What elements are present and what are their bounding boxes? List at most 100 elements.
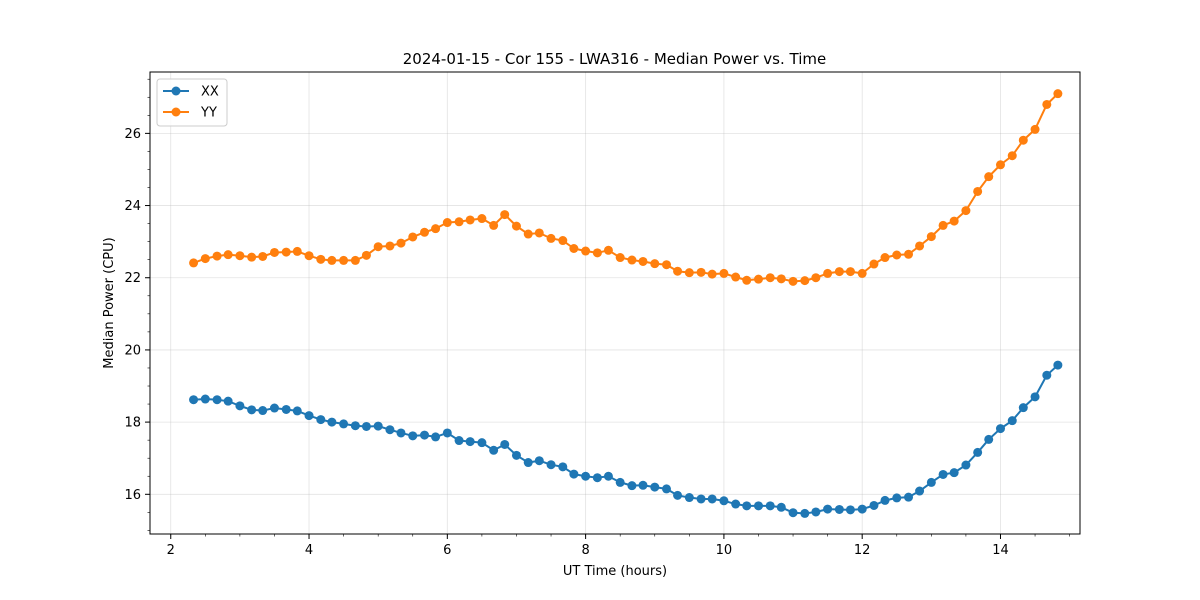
data-point-yy <box>431 224 441 234</box>
x-tick-label: 8 <box>581 543 589 558</box>
y-axis-label: Median Power (CPU) <box>102 237 117 368</box>
data-point-yy <box>465 215 475 225</box>
x-tick-label: 14 <box>992 543 1009 558</box>
data-point-yy <box>973 186 983 196</box>
data-point-yy <box>1018 135 1028 145</box>
data-point-yy <box>904 249 914 259</box>
data-point-yy <box>546 233 556 243</box>
data-point-xx <box>869 500 879 510</box>
data-point-yy <box>373 242 383 252</box>
data-point-yy <box>489 220 499 230</box>
data-point-xx <box>1007 416 1017 426</box>
data-point-yy <box>662 260 672 270</box>
data-point-yy <box>281 247 291 257</box>
data-point-yy <box>396 238 406 248</box>
data-point-yy <box>534 228 544 238</box>
data-point-yy <box>269 247 279 257</box>
data-point-yy <box>603 245 613 255</box>
data-point-yy <box>1053 89 1063 99</box>
data-point-xx <box>581 471 591 481</box>
x-tick-label: 10 <box>716 543 733 558</box>
data-point-yy <box>523 229 533 239</box>
data-point-xx <box>904 492 914 502</box>
data-point-yy <box>339 255 349 265</box>
data-point-xx <box>200 394 210 404</box>
data-point-xx <box>361 421 371 431</box>
data-point-xx <box>707 494 717 504</box>
data-point-yy <box>1007 151 1017 161</box>
data-point-yy <box>811 273 821 283</box>
data-point-xx <box>442 428 452 438</box>
data-point-xx <box>350 421 360 431</box>
legend-label-xx: XX <box>201 85 219 100</box>
data-point-xx <box>719 496 729 506</box>
data-point-xx <box>973 447 983 457</box>
data-point-yy <box>892 250 902 260</box>
data-point-yy <box>1030 124 1040 134</box>
data-point-yy <box>223 250 233 260</box>
data-point-yy <box>212 251 222 261</box>
data-point-yy <box>304 251 314 261</box>
data-point-yy <box>776 274 786 284</box>
data-point-yy <box>650 259 660 269</box>
data-point-xx <box>569 469 579 479</box>
data-point-xx <box>420 430 430 440</box>
data-point-xx <box>523 458 533 468</box>
data-point-xx <box>1053 360 1063 370</box>
data-point-xx <box>949 468 959 478</box>
data-point-xx <box>823 504 833 514</box>
data-point-xx <box>926 477 936 487</box>
data-point-yy <box>258 251 268 261</box>
data-point-xx <box>465 437 475 447</box>
data-point-xx <box>961 460 971 470</box>
data-point-yy <box>673 266 683 276</box>
plot-area-frame <box>149 71 1081 535</box>
data-point-yy <box>938 220 948 230</box>
data-point-yy <box>869 259 879 269</box>
data-point-xx <box>304 411 314 421</box>
data-point-xx <box>776 502 786 512</box>
data-point-xx <box>1042 370 1052 380</box>
series-xx <box>189 360 1063 518</box>
data-point-yy <box>995 160 1005 170</box>
data-point-yy <box>189 258 199 268</box>
data-point-yy <box>753 274 763 284</box>
data-point-yy <box>385 241 395 251</box>
legend-label-yy: YY <box>200 106 217 121</box>
data-point-xx <box>834 504 844 514</box>
data-point-yy <box>408 232 418 242</box>
data-point-xx <box>1018 403 1028 413</box>
data-point-xx <box>662 484 672 494</box>
y-tick-label: 26 <box>124 127 141 142</box>
data-point-yy <box>350 255 360 265</box>
data-point-yy <box>857 268 867 278</box>
data-point-yy <box>592 248 602 258</box>
series-layer <box>189 89 1063 518</box>
data-point-xx <box>281 404 291 414</box>
data-point-xx <box>765 501 775 511</box>
data-point-xx <box>800 508 810 518</box>
series-line-yy <box>193 92 1059 283</box>
data-point-xx <box>546 460 556 470</box>
data-point-yy <box>880 253 890 263</box>
data-point-xx <box>396 428 406 438</box>
y-tick-label: 24 <box>124 199 141 214</box>
data-point-xx <box>892 493 902 503</box>
data-point-xx <box>212 395 222 405</box>
y-tick-label: 16 <box>124 488 141 503</box>
data-point-xx <box>938 469 948 479</box>
data-point-yy <box>788 276 798 286</box>
data-point-yy <box>569 243 579 253</box>
data-point-xx <box>615 477 625 487</box>
data-point-yy <box>742 275 752 285</box>
data-point-yy <box>558 236 568 246</box>
data-point-xx <box>511 450 521 460</box>
data-point-yy <box>442 218 452 228</box>
data-point-yy <box>707 269 717 279</box>
data-point-yy <box>731 272 741 282</box>
chart-title: 2024-01-15 - Cor 155 - LWA316 - Median P… <box>403 50 827 68</box>
data-point-yy <box>511 221 521 231</box>
data-point-yy <box>247 252 257 262</box>
data-point-xx <box>477 438 487 448</box>
data-point-yy <box>235 251 245 261</box>
